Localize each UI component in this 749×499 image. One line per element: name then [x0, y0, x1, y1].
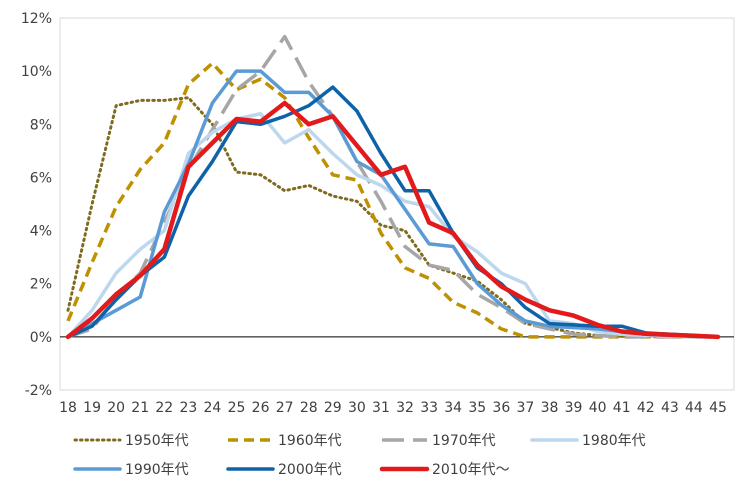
legend-item: 1990年代 [73, 462, 189, 478]
x-tick-label: 20 [107, 400, 125, 416]
legend-item: 1960年代 [228, 433, 342, 449]
x-tick-label: 41 [613, 400, 631, 416]
series-line [67, 34, 718, 339]
x-tick-label: 43 [661, 400, 679, 416]
x-tick-label: 27 [276, 400, 294, 416]
y-tick-label: 4% [30, 224, 52, 240]
y-tick-label: 2% [30, 277, 52, 293]
series-lines [65, 34, 721, 340]
x-tick-label: 32 [396, 400, 414, 416]
y-tick-label: -2% [25, 383, 52, 399]
x-tick-label: 29 [324, 400, 342, 416]
legend-label: 1990年代 [125, 462, 189, 478]
x-tick-label: 33 [420, 400, 438, 416]
x-tick-label: 25 [228, 400, 246, 416]
x-tick-label: 44 [685, 400, 703, 416]
legend-item: 1950年代 [73, 433, 189, 449]
y-axis: -2% 0% 2% 4% 6% 8% 10% 12% [21, 11, 52, 399]
x-tick-label: 18 [59, 400, 77, 416]
x-tick-label: 23 [179, 400, 197, 416]
y-tick-label: 10% [21, 64, 52, 80]
x-tick-label: 38 [541, 400, 559, 416]
x-tick-label: 39 [565, 400, 583, 416]
legend-label: 2000年代 [278, 462, 342, 478]
y-tick-label: 6% [30, 170, 52, 186]
x-tick-label: 21 [131, 400, 149, 416]
x-tick-label: 35 [468, 400, 486, 416]
legend-item: 1970年代 [382, 433, 496, 449]
legend-label: 1950年代 [125, 433, 189, 449]
x-tick-label: 40 [589, 400, 607, 416]
x-tick-label: 42 [637, 400, 655, 416]
legend-item: 2010年代〜 [379, 462, 510, 478]
series-line [65, 100, 721, 340]
legend: 1950年代 1960年代 1970年代 1980年代 1990年代 2000年代 2010… [73, 433, 646, 478]
legend-label: 1960年代 [278, 433, 342, 449]
x-tick-label: 37 [516, 400, 534, 416]
legend-item: 1980年代 [530, 433, 646, 449]
x-tick-label: 19 [83, 400, 101, 416]
x-tick-label: 28 [300, 400, 318, 416]
x-tick-label: 34 [444, 400, 462, 416]
y-tick-label: 12% [21, 11, 52, 27]
x-tick-label: 30 [348, 400, 366, 416]
legend-label: 1980年代 [582, 433, 646, 449]
x-axis: 18 19 20 21 22 23 24 25 26 27 28 29 30 31 32 33 34 35 36 37… [59, 400, 727, 416]
y-tick-label: 8% [30, 117, 52, 133]
x-tick-label: 31 [372, 400, 390, 416]
x-tick-label: 36 [492, 400, 510, 416]
x-tick-label: 22 [155, 400, 173, 416]
legend-label: 2010年代〜 [432, 462, 510, 478]
x-tick-label: 45 [709, 400, 727, 416]
x-tick-label: 24 [204, 400, 222, 416]
legend-label: 1970年代 [432, 433, 496, 449]
legend-item: 2000年代 [226, 462, 342, 478]
y-tick-label: 0% [30, 330, 52, 346]
x-tick-label: 26 [252, 400, 270, 416]
